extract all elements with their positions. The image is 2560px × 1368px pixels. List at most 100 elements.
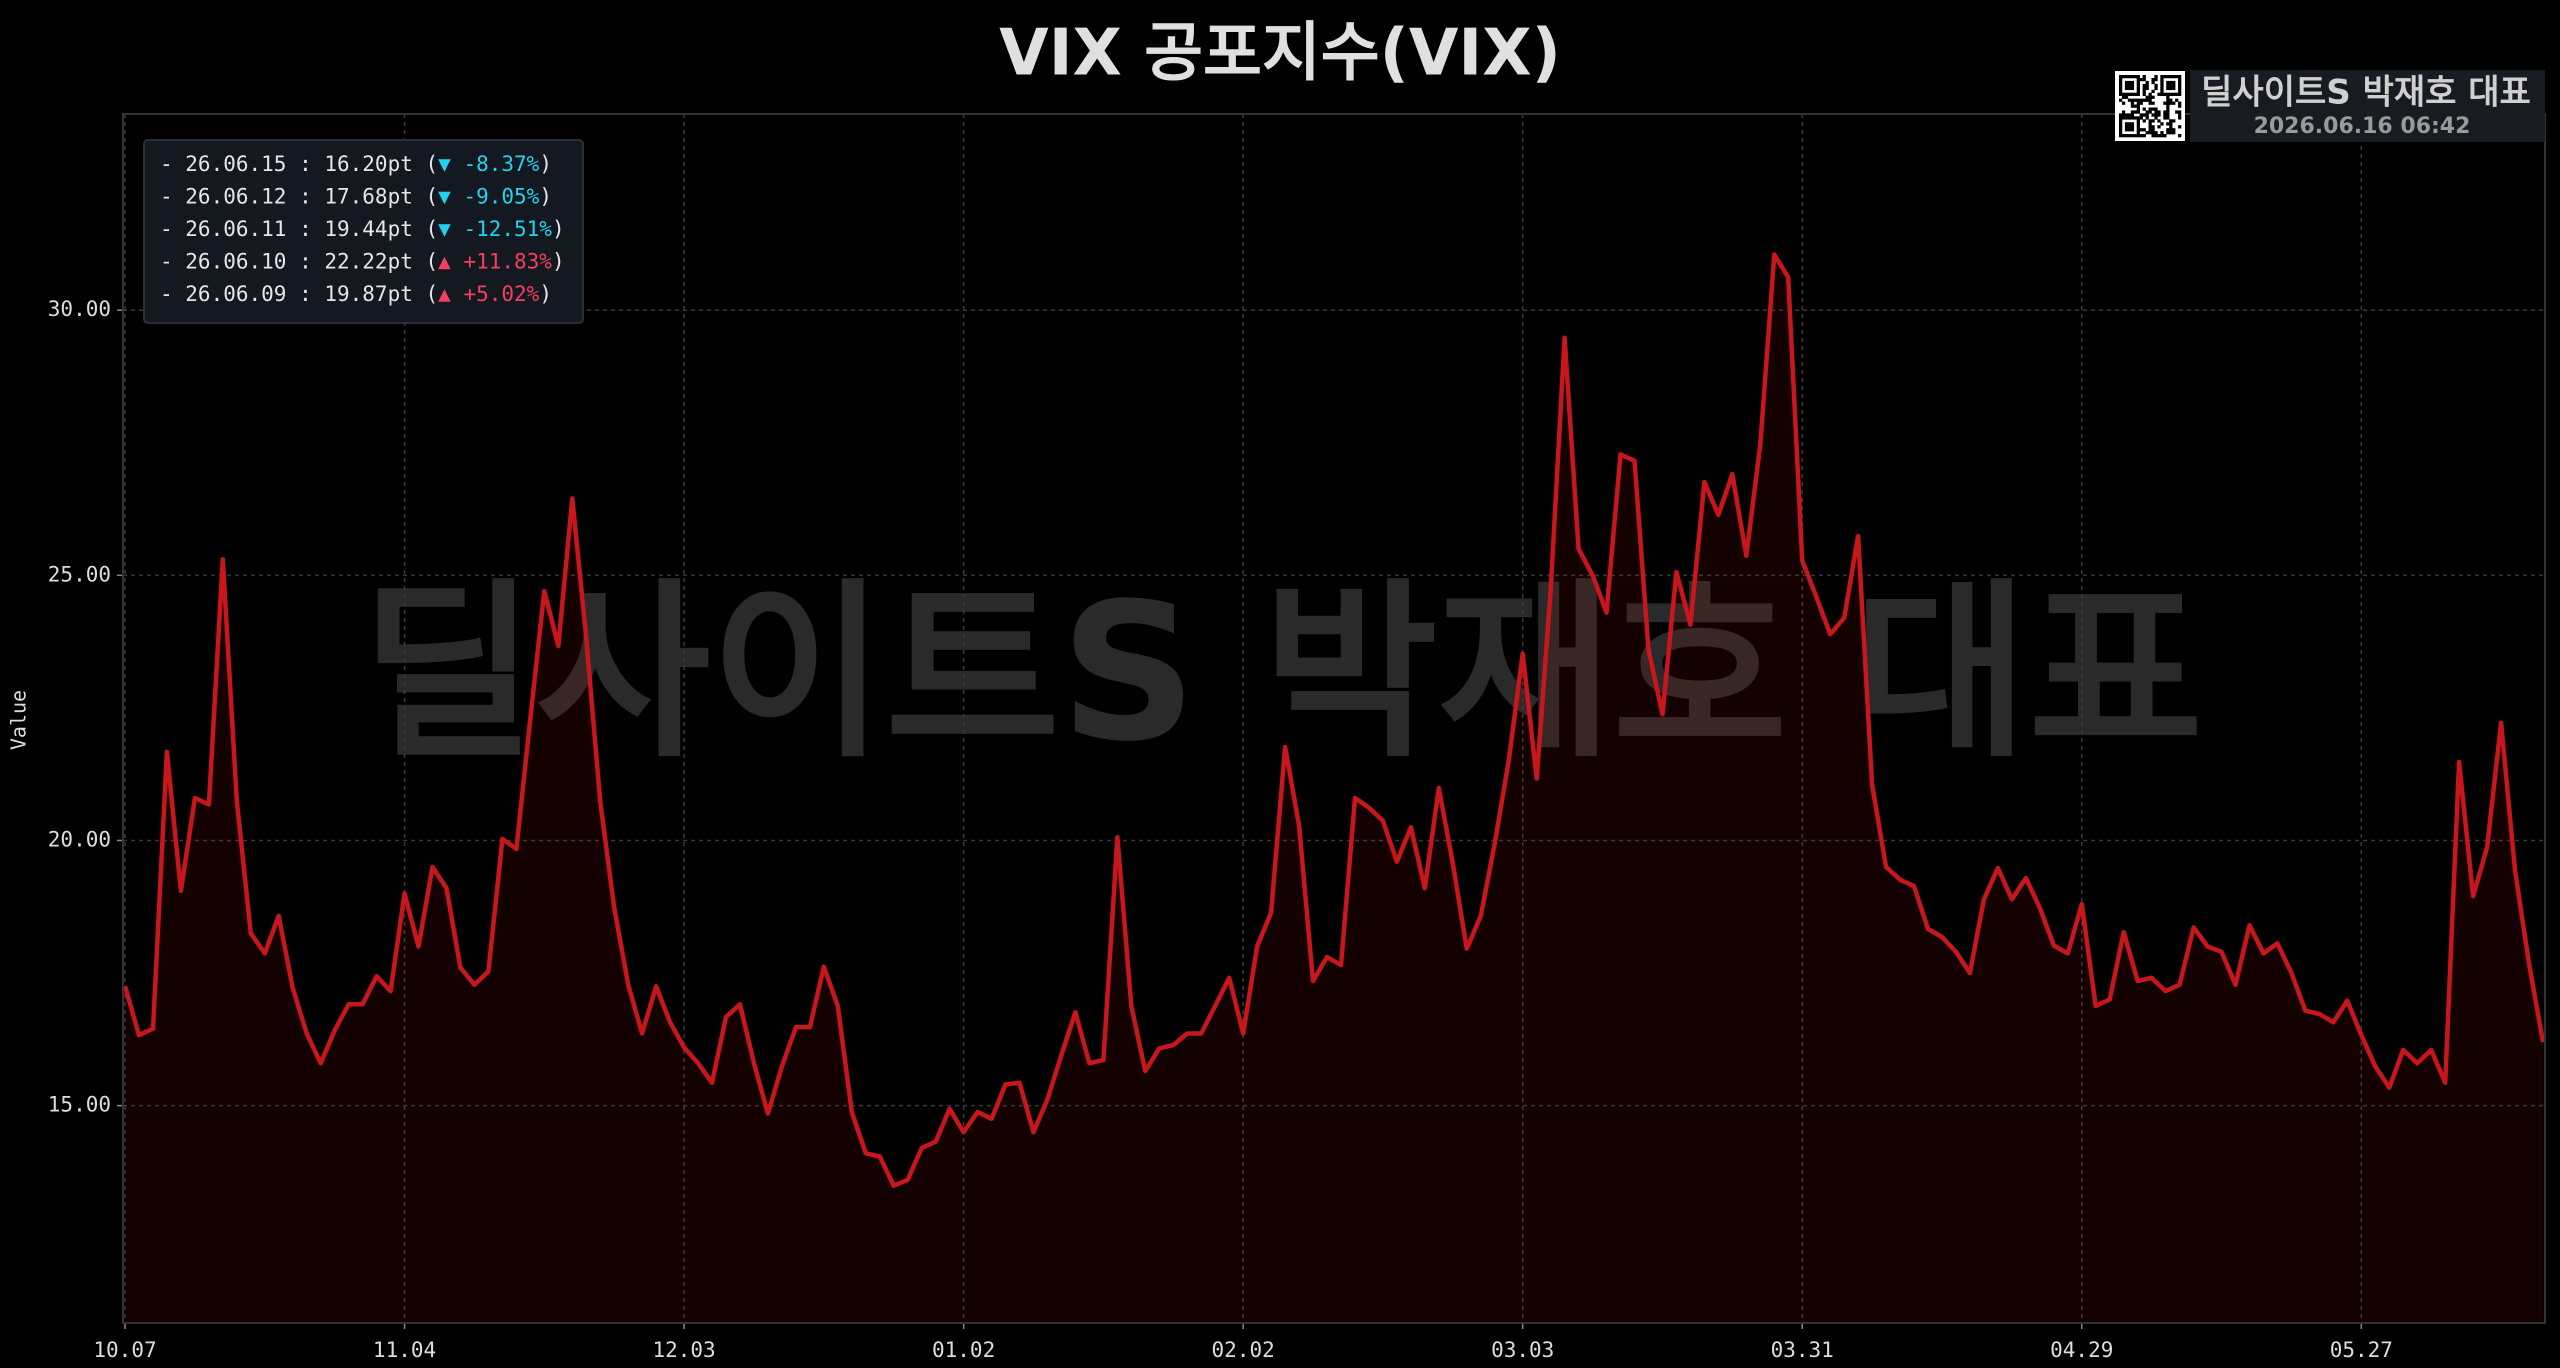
qr-cell: [2178, 134, 2182, 138]
area: [125, 254, 2543, 1323]
qr-cell: [2139, 134, 2143, 138]
qr-cell: [2142, 75, 2146, 79]
qr-cell: [2178, 86, 2182, 91]
qr-cell: [2178, 101, 2182, 105]
legend-change: ▼ -9.05%: [438, 185, 540, 209]
qr-cell: [2178, 125, 2182, 129]
qr-cell: [2151, 128, 2155, 132]
qr-cell: [2130, 116, 2135, 120]
legend-text: ): [552, 250, 565, 274]
x-tick-label: 10.07: [93, 1338, 156, 1362]
qr-cell: [2151, 125, 2155, 129]
qr-cell: [2151, 134, 2155, 138]
qr-cell: [2175, 110, 2179, 114]
qr-cell: [2154, 134, 2158, 138]
legend-text: - 26.06.11 : 19.44pt (: [160, 217, 438, 241]
qr-cell: [2119, 75, 2123, 79]
qr-cell: [2124, 80, 2129, 85]
qr-cell: [2136, 101, 2140, 105]
qr-cell: [2178, 75, 2182, 79]
qr-cell: [2154, 83, 2158, 88]
qr-cell: [2160, 77, 2164, 82]
qr-cell: [2154, 75, 2158, 79]
qr-cell: [2127, 86, 2132, 91]
qr-cell: [2130, 98, 2135, 102]
qr-cell: [2145, 80, 2149, 85]
qr-cell: [2154, 107, 2158, 111]
brand-box: 딜사이트S 박재호 대표 2026.06.16 06:42: [2115, 70, 2545, 142]
qr-cell: [2127, 122, 2132, 126]
qr-cell: [2139, 101, 2143, 105]
qr-cell: [2172, 119, 2176, 123]
qr-cell: [2160, 83, 2164, 88]
legend-text: ): [539, 152, 552, 176]
qr-cell: [2169, 125, 2173, 129]
qr-cell: [2119, 92, 2123, 96]
qr-cell: [2139, 113, 2143, 117]
qr-cell: [2124, 125, 2129, 129]
qr-cell: [2151, 80, 2155, 85]
qr-cell: [2169, 92, 2173, 96]
qr-cell: [2119, 86, 2123, 91]
qr-cell: [2148, 131, 2152, 135]
qr-cell: [2151, 119, 2155, 123]
qr-cell: [2178, 104, 2182, 108]
qr-cell: [2124, 86, 2129, 91]
qr-cell: [2166, 80, 2170, 85]
qr-cell: [2169, 75, 2173, 79]
qr-cell: [2121, 113, 2126, 117]
qr-code: [2119, 75, 2182, 138]
qr-cell: [2119, 125, 2123, 129]
qr-cell: [2139, 98, 2143, 102]
legend-entry: - 26.06.12 : 17.68pt (▼ -9.05%): [160, 185, 552, 209]
legend-change: ▲ +5.02%: [438, 282, 540, 306]
legend-text: ): [539, 282, 552, 306]
qr-cell: [2136, 80, 2140, 85]
qr-cell: [2136, 92, 2140, 96]
qr-cell: [2160, 134, 2164, 138]
qr-cell: [2166, 101, 2170, 105]
qr-cell: [2119, 134, 2123, 138]
qr-cell: [2148, 101, 2152, 105]
qr-cell: [2121, 134, 2126, 138]
x-tick-label: 05.27: [2330, 1338, 2393, 1362]
qr-cell: [2142, 89, 2146, 94]
legend-change: ▼ -8.37%: [438, 152, 540, 176]
qr-cell: [2133, 104, 2138, 108]
legend-box: [143, 139, 584, 324]
qr-cell: [2145, 86, 2149, 91]
qr-cell: [2160, 122, 2164, 126]
qr-cell: [2124, 113, 2129, 117]
qr-cell: [2121, 92, 2126, 96]
qr-cell: [2124, 95, 2129, 99]
brand-name: 딜사이트S 박재호 대표: [2201, 73, 2531, 113]
x-tick-label: 04.29: [2050, 1338, 2113, 1362]
qr-cell: [2178, 80, 2182, 85]
x-tick-label: 02.02: [1212, 1338, 1275, 1362]
chart-title: VIX 공포지수(VIX): [999, 17, 1561, 91]
line: [122, 252, 2546, 1188]
qr-cell: [2142, 107, 2146, 111]
qr-cell: [2124, 92, 2129, 96]
qr-cell: [2136, 128, 2140, 132]
qr-cell: [2166, 83, 2170, 88]
qr-cell: [2130, 80, 2135, 85]
qr-cell: [2127, 125, 2132, 129]
qr-cell: [2151, 113, 2155, 117]
legend-text: - 26.06.10 : 22.22pt (: [160, 250, 438, 274]
qr-cell: [2175, 98, 2179, 102]
qr-cell: [2163, 92, 2167, 96]
qr-cell: [2124, 128, 2129, 132]
qr-cell: [2133, 92, 2138, 96]
qr-cell: [2133, 75, 2138, 79]
qr-cell: [2148, 92, 2152, 96]
qr-cell: [2160, 131, 2164, 135]
qr-cell: [2148, 125, 2152, 129]
qr-cell: [2166, 92, 2170, 96]
qr-cell: [2130, 122, 2135, 126]
qr-cell: [2119, 83, 2123, 88]
qr-cell: [2130, 110, 2135, 114]
qr-cell: [2163, 75, 2167, 79]
plot-frame: [122, 113, 2546, 1324]
